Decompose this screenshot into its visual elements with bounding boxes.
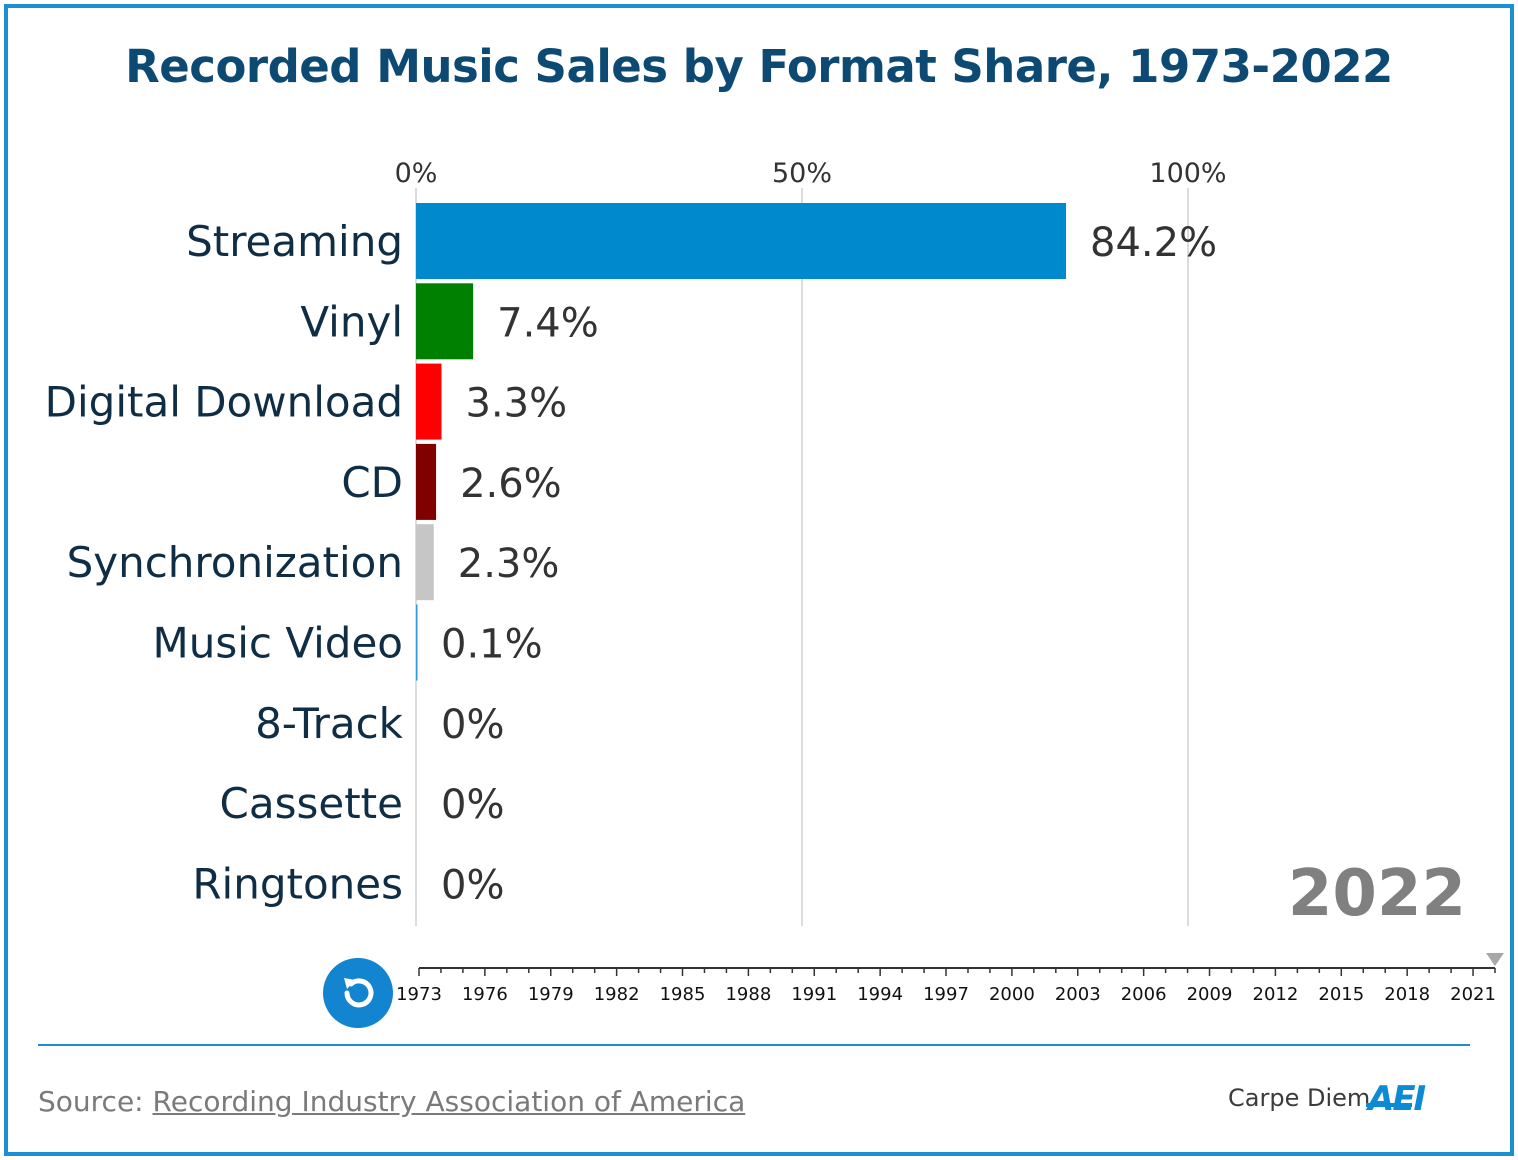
category-label: Vinyl bbox=[300, 297, 403, 346]
category-label: Synchronization bbox=[67, 538, 403, 587]
replay-icon bbox=[344, 978, 374, 1008]
brand-text: Carpe Diem bbox=[1228, 1084, 1371, 1112]
timeline-tick-label: 1976 bbox=[462, 984, 508, 1005]
value-label: 84.2% bbox=[1090, 220, 1217, 266]
category-label: Music Video bbox=[152, 619, 403, 668]
bar bbox=[416, 363, 442, 440]
replay-button[interactable] bbox=[323, 958, 393, 1028]
source-prefix: Source: bbox=[38, 1085, 153, 1118]
chart-title: Recorded Music Sales by Format Share, 19… bbox=[125, 40, 1393, 93]
timeline-tick-label: 2021 bbox=[1450, 984, 1496, 1005]
value-label: 0% bbox=[441, 782, 504, 828]
timeline-tick-label: 1973 bbox=[396, 984, 442, 1005]
x-tick-label: 50% bbox=[772, 158, 832, 189]
value-label: 0% bbox=[441, 862, 504, 908]
bar bbox=[416, 443, 437, 520]
timeline-tick-label: 2009 bbox=[1187, 984, 1233, 1005]
bar bbox=[416, 524, 434, 601]
category-label: Digital Download bbox=[45, 378, 403, 427]
value-label: 0% bbox=[441, 702, 504, 748]
timeline-tick-label: 2018 bbox=[1384, 984, 1430, 1005]
value-label: 2.3% bbox=[458, 541, 560, 587]
value-label: 0.1% bbox=[441, 622, 543, 668]
timeline-tick-label: 2015 bbox=[1318, 984, 1364, 1005]
timeline-handle[interactable] bbox=[1486, 953, 1504, 966]
category-label: Cassette bbox=[220, 779, 403, 828]
category-label: 8-Track bbox=[255, 699, 404, 748]
timeline-tick-label: 1985 bbox=[660, 984, 706, 1005]
bar-chart: 0% 50% 100% Streaming 84.2% Vinyl 7.4% Digital … bbox=[45, 158, 1504, 1005]
category-label: Ringtones bbox=[192, 859, 403, 908]
timeline-tick-label: 2000 bbox=[989, 984, 1035, 1005]
timeline-tick-label: 1994 bbox=[857, 984, 903, 1005]
timeline-tick-label: 2003 bbox=[1055, 984, 1101, 1005]
aei-logo-text: AEI bbox=[1365, 1080, 1426, 1116]
timeline-tick-label: 2006 bbox=[1121, 984, 1167, 1005]
timeline-tick-label: 2012 bbox=[1253, 984, 1299, 1005]
bar bbox=[416, 203, 1067, 279]
aei-logo: AEI bbox=[1365, 1080, 1428, 1116]
bar bbox=[416, 283, 474, 360]
source-link[interactable]: Recording Industry Association of Americ… bbox=[152, 1085, 746, 1118]
category-label: Streaming bbox=[186, 217, 403, 266]
current-year-label: 2022 bbox=[1288, 857, 1466, 931]
chart-frame bbox=[4, 4, 1514, 1156]
value-label: 7.4% bbox=[497, 300, 599, 346]
timeline-tick-label: 1979 bbox=[528, 984, 574, 1005]
category-label: CD bbox=[341, 458, 403, 507]
source-note: Source: Recording Industry Association o… bbox=[38, 1085, 745, 1118]
footer-divider bbox=[38, 1044, 1470, 1046]
value-label: 2.6% bbox=[460, 461, 562, 507]
timeline-tick-label: 1997 bbox=[923, 984, 969, 1005]
x-tick-label: 0% bbox=[395, 158, 438, 189]
timeline-tick-label: 1991 bbox=[791, 984, 837, 1005]
value-label: 3.3% bbox=[465, 381, 567, 427]
timeline-tick-label: 1982 bbox=[594, 984, 640, 1005]
bar bbox=[416, 604, 418, 681]
timeline-tick-label: 1988 bbox=[725, 984, 771, 1005]
x-tick-label: 100% bbox=[1149, 158, 1226, 189]
